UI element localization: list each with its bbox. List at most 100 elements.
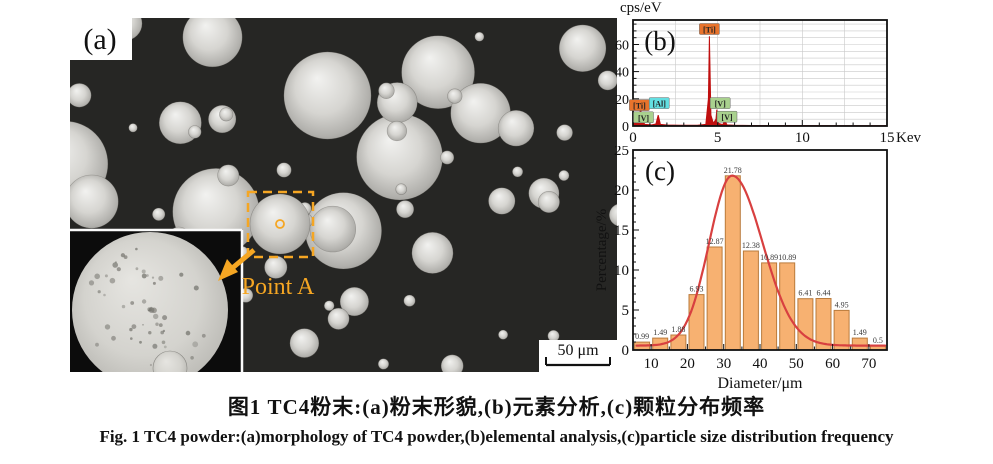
- element-label: [Al]: [653, 100, 667, 109]
- bar-value-label: 10.89: [778, 253, 796, 262]
- sem-particle: [217, 164, 240, 187]
- sem-particle: [128, 123, 138, 133]
- particle-speckle: [152, 343, 158, 349]
- sem-particle: [283, 51, 372, 140]
- particle-speckle: [97, 290, 101, 294]
- sem-particle: [377, 358, 390, 370]
- histogram-bar: [742, 250, 759, 351]
- particle-speckle: [163, 345, 167, 349]
- element-label-box: [648, 97, 670, 109]
- element-label: [Ti]: [703, 26, 716, 35]
- histogram-bar: [724, 175, 741, 351]
- sem-particle: [547, 329, 560, 342]
- particle-speckle: [88, 280, 95, 286]
- particle-speckle: [141, 273, 147, 279]
- particle-speckle: [162, 315, 168, 321]
- element-label-box: [633, 111, 654, 124]
- hist-y-tick-label: 25: [614, 146, 629, 159]
- element-label: [V]: [638, 114, 649, 123]
- bar-value-label: 6.41: [798, 289, 812, 298]
- point-a-arrow: [228, 248, 256, 272]
- sem-particle: [497, 109, 535, 147]
- panel-c-label: (c): [645, 156, 675, 186]
- hist-y-tick-label: 10: [614, 263, 629, 279]
- sem-particle: [558, 24, 607, 72]
- particle-speckle: [103, 293, 106, 297]
- hist-x-tick-label: 30: [716, 356, 731, 372]
- hist-x-tick-label: 10: [644, 356, 659, 372]
- particle-speckle: [112, 262, 118, 268]
- particle-speckle: [192, 341, 199, 348]
- particle-speckle: [148, 331, 152, 335]
- sem-particle: [289, 328, 320, 358]
- hist-x-axis-title: Diameter/μm: [718, 375, 804, 392]
- bar-value-label: 1.49: [853, 328, 867, 337]
- particle-speckle: [111, 335, 116, 341]
- particle-speckle: [104, 324, 111, 330]
- particle-speckle: [152, 281, 156, 285]
- particle-speckle: [155, 322, 159, 326]
- point-a-label: Point A: [242, 274, 315, 300]
- sem-particle: [558, 170, 570, 182]
- particle-speckle: [201, 333, 206, 338]
- particle-speckle: [190, 356, 194, 360]
- histogram-bar: [779, 262, 796, 351]
- sem-particle: [395, 183, 408, 195]
- sem-particle: [309, 205, 356, 253]
- particle-speckle: [160, 330, 164, 335]
- eds-y-tick-label: 0: [622, 120, 629, 135]
- eds-chart-panel-b: 0 20 40 60 0 5 10 15 Kev cps/eV [Ti] [V] [Al] [Ti] [V]…: [615, 0, 921, 146]
- hist-y-tick-label: 20: [614, 183, 629, 199]
- particle-speckle: [142, 324, 144, 326]
- panel-b-label: (b): [644, 26, 675, 56]
- bar-value-label: 10.89: [760, 253, 778, 262]
- bar-value-label: 0.5: [873, 336, 883, 345]
- particle-speckle: [141, 299, 147, 304]
- bar-value-label: 21.78: [724, 166, 742, 175]
- eds-y-tick-label: 40: [615, 66, 629, 81]
- sem-particle: [70, 83, 92, 108]
- hist-plot-border: [632, 149, 888, 351]
- particle-speckle: [147, 307, 152, 312]
- point-a-marker: [275, 219, 285, 229]
- eds-y-axis-title: cps/eV: [620, 0, 662, 16]
- element-label-box: [716, 110, 738, 123]
- roi-dashed-box: [246, 190, 315, 259]
- sem-particle: [386, 120, 408, 142]
- sem-particle: [537, 191, 560, 214]
- particle-speckle: [185, 330, 191, 336]
- element-label: [V]: [721, 113, 732, 122]
- sem-particle: [219, 107, 234, 122]
- panel-a-label-patch: [70, 18, 132, 60]
- particle-speckle: [116, 267, 121, 272]
- sem-particle: [512, 166, 524, 178]
- element-label: [V]: [715, 100, 726, 109]
- particle-speckle: [149, 309, 152, 312]
- sem-particle: [447, 88, 463, 104]
- particle-speckle: [104, 274, 108, 278]
- sem-particle: [378, 82, 395, 99]
- bar-value-label: 1.49: [653, 328, 667, 337]
- hist-x-tick-label: 40: [753, 356, 768, 372]
- panel-a-label: (a): [83, 23, 116, 56]
- particle-speckle: [121, 304, 126, 309]
- eds-x-tick-label: 10: [795, 130, 810, 146]
- histogram-bar: [761, 262, 778, 351]
- hist-y-tick-label: 5: [622, 303, 630, 319]
- sem-particle: [182, 18, 243, 68]
- sem-particle: [188, 125, 202, 139]
- particle-speckle: [94, 273, 100, 280]
- hist-x-tick-label: 60: [825, 356, 840, 372]
- sem-particle: [152, 207, 166, 221]
- particle-speckle: [146, 274, 149, 277]
- sem-particle: [276, 162, 292, 178]
- eds-gridlines: [633, 20, 887, 126]
- particle-speckle: [153, 313, 159, 320]
- particle-speckle: [141, 269, 146, 274]
- particle-speckle: [135, 267, 139, 271]
- caption-chinese: 图1 TC4粉末:(a)粉末形貌,(b)元素分析,(c)颗粒分布频率: [227, 395, 766, 419]
- eds-y-tick-label: 20: [615, 93, 629, 108]
- particle-speckle: [158, 323, 163, 327]
